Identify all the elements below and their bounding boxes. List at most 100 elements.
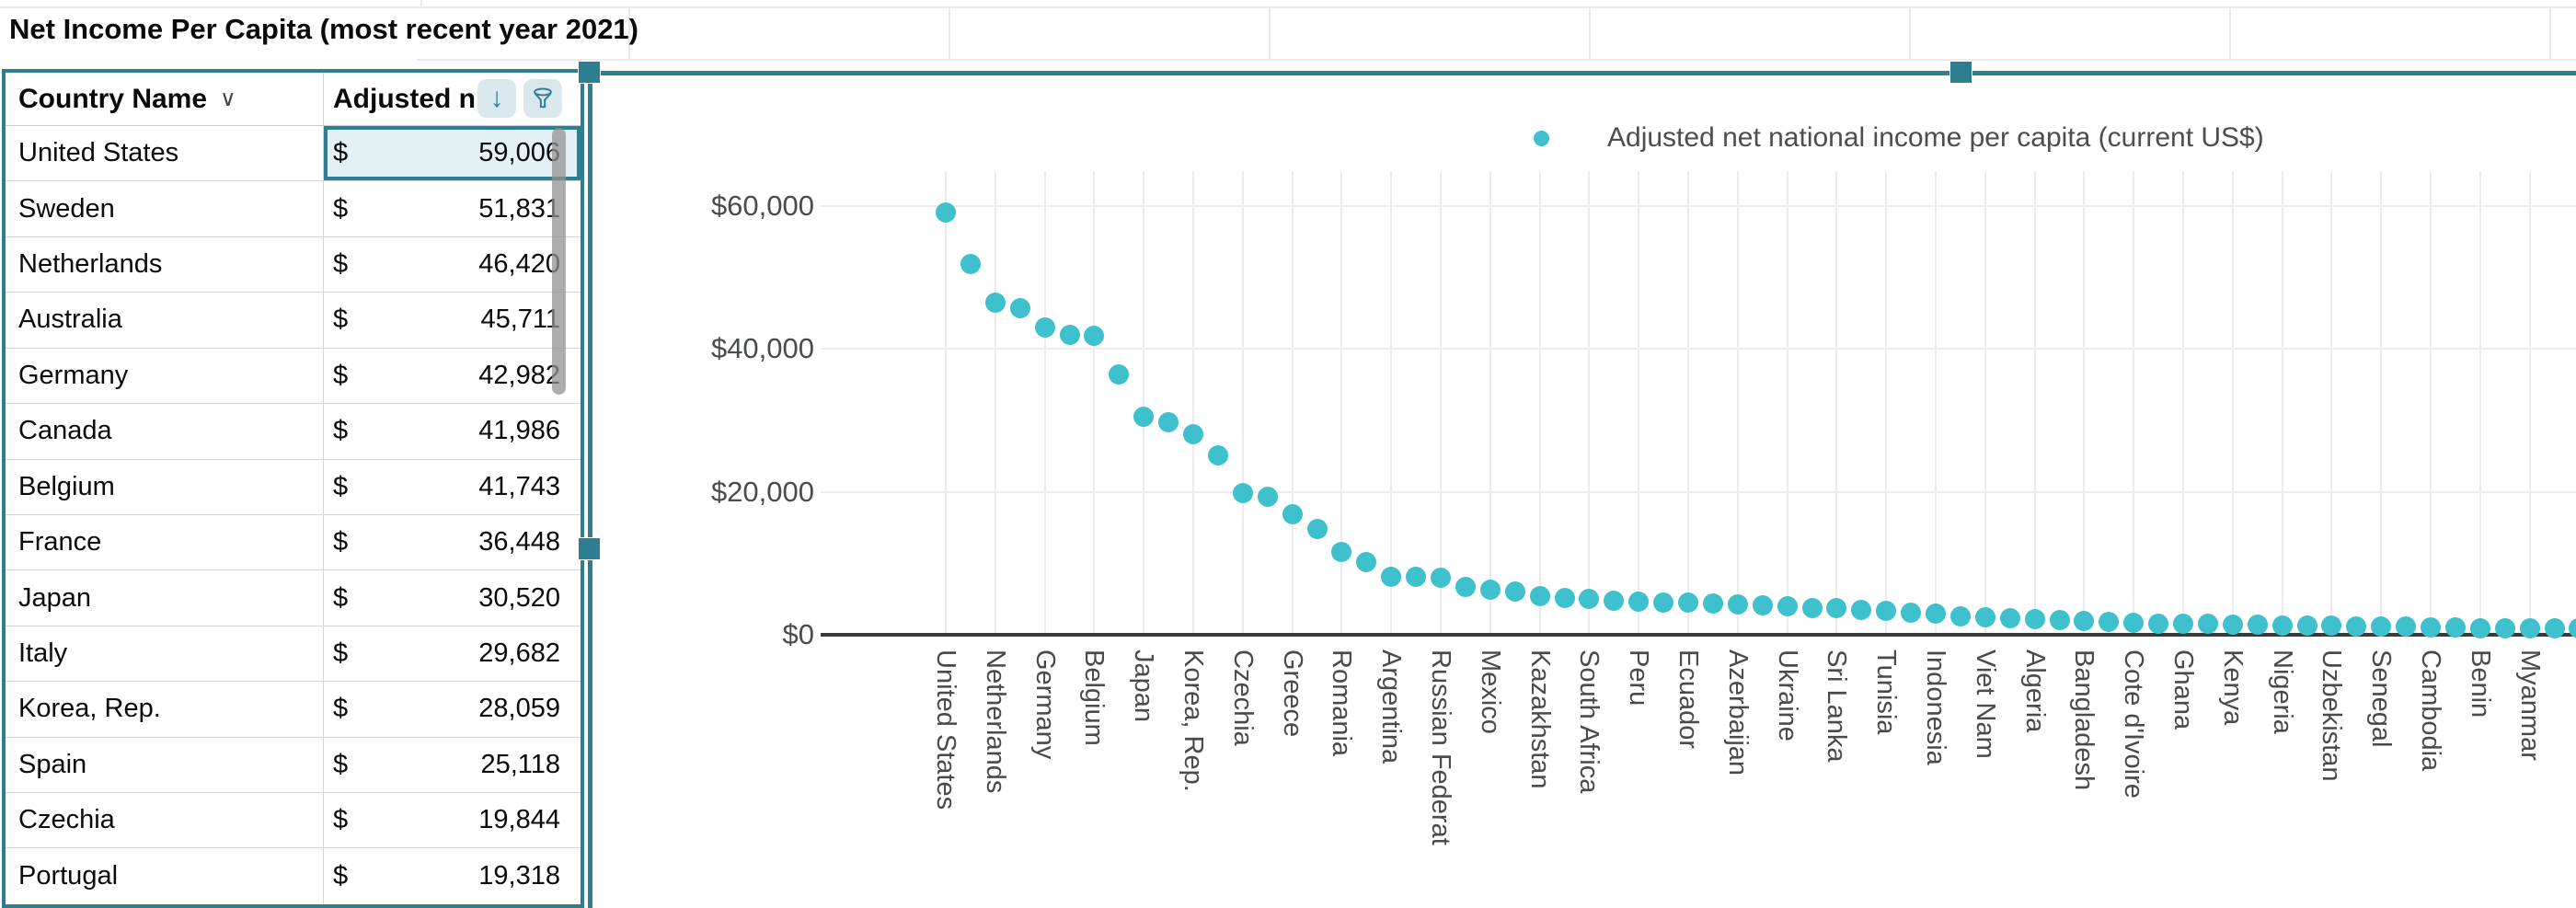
table-row: United States $59,006 bbox=[6, 126, 581, 182]
sort-descending-icon[interactable]: ↓ bbox=[477, 79, 516, 118]
scatter-point bbox=[1455, 576, 1476, 597]
scatter-point bbox=[1777, 595, 1798, 616]
value-cell[interactable]: $42,982 bbox=[324, 349, 581, 403]
chevron-down-icon[interactable]: ∨ bbox=[220, 86, 236, 111]
y-axis-tick-label: $20,000 bbox=[710, 475, 814, 508]
chart-resize-handle-top-left[interactable] bbox=[578, 61, 601, 84]
country-name-cell[interactable]: Belgium bbox=[6, 459, 324, 514]
value-cell-selected[interactable]: $59,006 bbox=[324, 126, 581, 181]
country-name-cell[interactable]: Korea, Rep. bbox=[6, 682, 324, 737]
sheet-gridline bbox=[949, 6, 950, 60]
x-axis-category-label: Romania bbox=[1327, 649, 1357, 757]
value-cell[interactable]: $30,520 bbox=[324, 570, 581, 625]
x-gridline bbox=[1835, 171, 1838, 635]
value-cell[interactable]: $28,059 bbox=[324, 682, 581, 736]
value-cell[interactable]: $46,420 bbox=[324, 237, 581, 292]
x-axis-category-label: Netherlands bbox=[980, 649, 1010, 794]
value-cell[interactable]: $51,831 bbox=[324, 181, 581, 236]
value-cell[interactable]: $25,118 bbox=[324, 738, 581, 792]
country-name-cell[interactable]: Australia bbox=[6, 293, 324, 348]
x-gridline bbox=[1885, 171, 1888, 635]
x-axis-category-label: Belgium bbox=[1079, 649, 1110, 746]
x-axis-category-label: Kazakhstan bbox=[1524, 649, 1555, 789]
scatter-point bbox=[1653, 592, 1674, 613]
scatter-point bbox=[2247, 615, 2268, 636]
chart-resize-handle-middle-left[interactable] bbox=[578, 537, 601, 560]
chart-resize-handle-top-center[interactable] bbox=[1949, 61, 1972, 84]
table-row: Portugal $19,318 bbox=[6, 848, 581, 904]
country-name-cell[interactable]: Japan bbox=[6, 570, 324, 626]
country-name-cell[interactable]: Italy bbox=[6, 626, 324, 682]
funnel-filter-icon[interactable] bbox=[523, 79, 562, 118]
x-gridline bbox=[1340, 171, 1343, 635]
scatter-point bbox=[1727, 594, 1748, 615]
x-gridline bbox=[2528, 171, 2531, 635]
scatter-point bbox=[1306, 518, 1328, 539]
value-cell[interactable]: $45,711 bbox=[324, 293, 581, 347]
currency-symbol: $ bbox=[333, 471, 349, 501]
y-axis-tick-label: $0 bbox=[782, 618, 814, 650]
data-table[interactable]: Country Name ∨ Adjusted n ↓ United State… bbox=[2, 69, 584, 908]
x-axis-category-label: Cote d'Ivoire bbox=[2119, 649, 2149, 799]
value-number: 59,006 bbox=[478, 138, 560, 168]
value-number: 36,448 bbox=[478, 527, 560, 557]
value-cell[interactable]: $36,448 bbox=[324, 515, 581, 569]
column-header-country-name[interactable]: Country Name ∨ bbox=[6, 73, 324, 125]
value-cell[interactable]: $29,682 bbox=[324, 626, 581, 681]
scatter-point bbox=[1678, 592, 1698, 614]
currency-symbol: $ bbox=[333, 138, 349, 168]
value-cell[interactable]: $19,844 bbox=[324, 793, 581, 847]
value-cell[interactable]: $41,986 bbox=[324, 404, 581, 458]
country-name-cell[interactable]: Canada bbox=[6, 404, 324, 459]
x-axis-category-label: Azerbaijan bbox=[1722, 649, 1753, 776]
country-name-cell[interactable]: Sweden bbox=[6, 181, 324, 236]
x-axis-category-label: Kenya bbox=[2217, 649, 2248, 726]
scatter-point bbox=[1431, 568, 1451, 589]
scatter-point bbox=[1702, 592, 1723, 614]
scatter-point bbox=[2222, 614, 2243, 635]
table-row: Belgium $41,743 bbox=[6, 459, 581, 515]
currency-symbol: $ bbox=[333, 193, 349, 224]
scatter-point bbox=[2321, 615, 2342, 637]
value-number: 46,420 bbox=[478, 249, 560, 280]
x-axis-category-label: Nigeria bbox=[2267, 649, 2297, 734]
x-gridline bbox=[1093, 171, 1096, 635]
country-name-cell[interactable]: Czechia bbox=[6, 793, 324, 848]
column-header-adjusted-income[interactable]: Adjusted n ↓ bbox=[324, 73, 581, 125]
value-cell[interactable]: $19,318 bbox=[324, 848, 581, 903]
x-gridline bbox=[1935, 171, 1937, 635]
country-name-cell[interactable]: Portugal bbox=[6, 848, 324, 904]
x-gridline bbox=[1786, 171, 1788, 635]
x-axis-category-label: South Africa bbox=[1574, 649, 1604, 794]
x-gridline bbox=[1043, 171, 1046, 635]
sheet-gridline bbox=[1909, 6, 1911, 60]
scatter-point bbox=[1504, 580, 1525, 602]
currency-symbol: $ bbox=[333, 249, 349, 280]
x-gridline bbox=[1390, 171, 1393, 635]
currency-symbol: $ bbox=[333, 749, 349, 779]
x-gridline bbox=[1638, 171, 1640, 635]
sheet-gridline bbox=[1269, 6, 1271, 60]
country-name-cell[interactable]: France bbox=[6, 514, 324, 570]
value-number: 41,743 bbox=[478, 471, 560, 501]
x-axis-category-label: Korea, Rep. bbox=[1179, 649, 1208, 792]
value-cell[interactable]: $41,743 bbox=[324, 460, 581, 514]
sheet-gridline bbox=[420, 0, 422, 7]
scatter-point bbox=[2396, 616, 2417, 638]
table-vertical-scrollbar[interactable] bbox=[552, 128, 566, 395]
currency-symbol: $ bbox=[333, 360, 349, 390]
country-name-cell[interactable]: United States bbox=[6, 126, 324, 181]
scatter-point bbox=[2371, 616, 2392, 638]
table-row: Australia $45,711 bbox=[6, 293, 581, 349]
value-number: 19,844 bbox=[478, 805, 560, 835]
country-name-cell[interactable]: Netherlands bbox=[6, 236, 324, 293]
y-gridline bbox=[821, 348, 2576, 350]
scatter-point bbox=[1381, 566, 1402, 587]
x-gridline bbox=[1241, 171, 1244, 635]
country-name-cell[interactable]: Germany bbox=[6, 348, 324, 404]
country-name-cell[interactable]: Spain bbox=[6, 737, 324, 793]
scatter-point bbox=[1604, 591, 1625, 612]
x-axis-category-label: Ghana bbox=[2168, 649, 2198, 730]
sheet-gridline bbox=[2229, 6, 2231, 60]
